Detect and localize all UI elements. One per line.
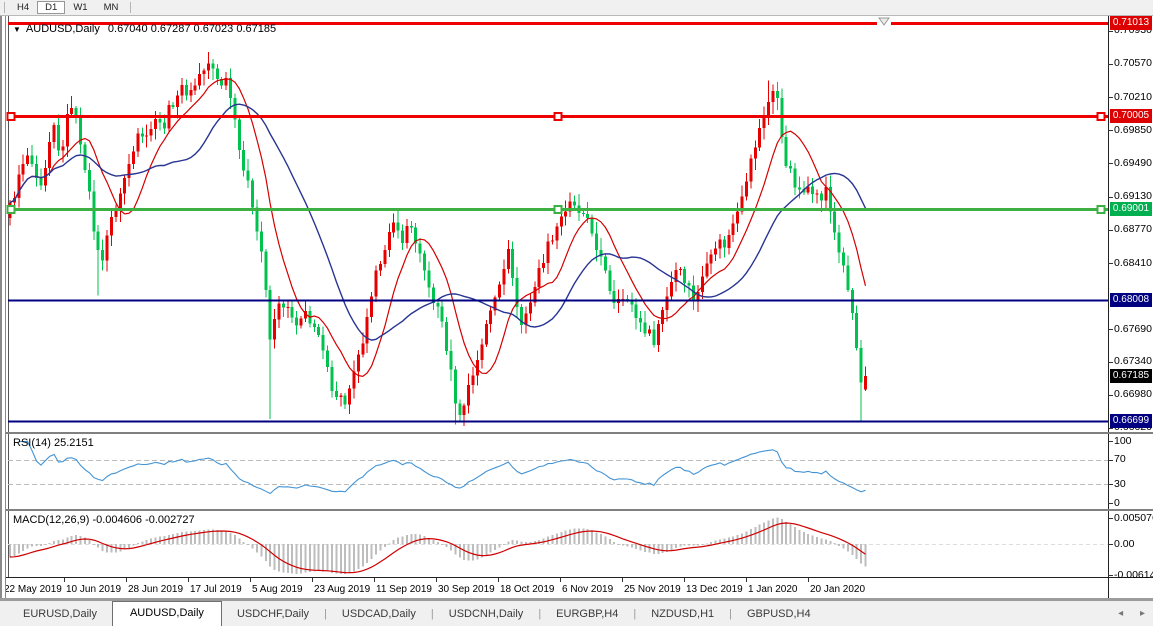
main-price-plot[interactable] xyxy=(8,15,1108,432)
chart-tab-nzdusd-h1[interactable]: NZDUSD,H1 xyxy=(651,608,715,620)
chart-tab-bar: EURUSD,Daily AUDUSD,Daily USDCHF,Daily | USD… xyxy=(0,600,1153,626)
timeframe-toolbar: H4 D1 W1 MN xyxy=(0,0,1153,16)
symbol-dropdown-icon[interactable]: ▼ xyxy=(13,25,21,34)
chart-tab-audusd-daily[interactable]: AUDUSD,Daily xyxy=(111,601,222,626)
timeframe-button-w1[interactable]: W1 xyxy=(73,2,88,13)
chart-tab-gbpusd-h4[interactable]: GBPUSD,H4 xyxy=(747,608,811,620)
window-left-frame xyxy=(0,15,6,598)
ohlc-values: 0.67040 0.67287 0.67023 0.67185 xyxy=(107,23,277,35)
toolbar-separator xyxy=(4,2,5,13)
tab-scroll-left-icon[interactable]: ◂ xyxy=(1118,608,1124,619)
tab-separator: | xyxy=(633,608,637,620)
chart-window xyxy=(0,15,1153,600)
chart-tab-usdcad-daily[interactable]: USDCAD,Daily xyxy=(341,608,416,620)
date-axis-line xyxy=(0,577,1153,578)
rsi-label: RSI(14) 25.2151 xyxy=(13,437,94,449)
tab-separator: | xyxy=(430,608,434,620)
rsi-indicator-plot[interactable] xyxy=(8,434,1108,509)
tab-separator: | xyxy=(324,608,327,620)
tab-scroll-right-icon[interactable]: ▸ xyxy=(1139,608,1145,619)
timeframe-button-d1[interactable]: D1 xyxy=(37,1,66,14)
tab-scroll-controls: ◂ ▸ xyxy=(1104,608,1145,619)
window-bottom-frame xyxy=(0,598,1153,600)
timeframe-button-h4[interactable]: H4 xyxy=(17,2,30,13)
toolbar-separator xyxy=(130,2,132,13)
tab-separator: | xyxy=(538,608,542,620)
symbol-timeframe-label: AUDUSD,Daily xyxy=(25,23,100,35)
chart-tab-usdcnh-daily[interactable]: USDCNH,Daily xyxy=(448,608,524,620)
panel-separator-rsi-macd[interactable] xyxy=(0,509,1153,511)
macd-label: MACD(12,26,9) -0.004606 -0.002727 xyxy=(13,514,195,526)
tab-separator: | xyxy=(729,608,732,620)
panel-separator-main-rsi[interactable] xyxy=(0,432,1153,434)
chart-title: ▼ AUDUSD,Daily 0.67040 0.67287 0.67023 0.6… xyxy=(13,23,276,35)
timeframe-button-mn[interactable]: MN xyxy=(103,2,119,13)
chart-tab-eurusd-daily[interactable]: EURUSD,Daily xyxy=(23,608,97,620)
chart-tab-eurgbp-h4[interactable]: EURGBP,H4 xyxy=(556,608,619,620)
chart-tab-usdchf-daily[interactable]: USDCHF,Daily xyxy=(236,608,310,620)
